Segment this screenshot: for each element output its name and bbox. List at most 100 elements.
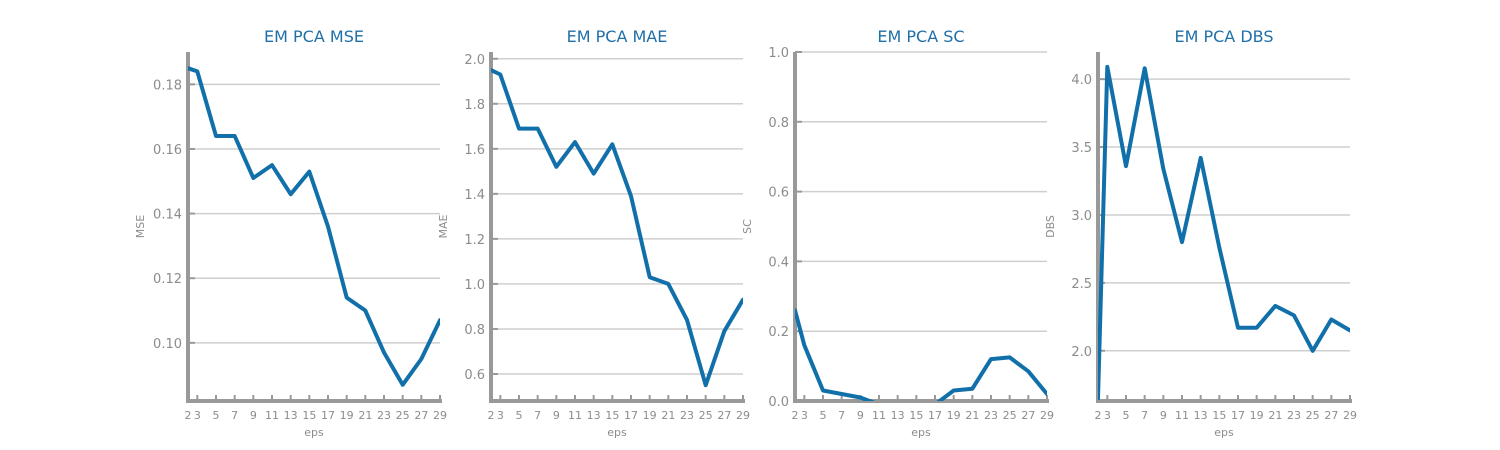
x-tick-label: 29 [1040,409,1054,422]
y-tick-label: 1.4 [464,188,485,203]
x-tick-label: 11 [265,409,279,422]
series-line [795,308,1047,401]
x-tick-label: 9 [1160,409,1167,422]
chart-panel-1: 0.100.120.140.160.182 3 5 7 9 11 13 15 17 19 21 23 2… [134,27,447,439]
series-line [188,66,440,387]
x-tick-label: 17 [321,409,335,422]
chart-title: EM PCA DBS [1174,27,1273,46]
y-tick-label: 2.0 [1071,345,1092,360]
x-tick-label: 27 [717,409,731,422]
x-tick-label: 15 [302,409,316,422]
x-tick-label: 21 [965,409,979,422]
y-tick-label: 2.5 [1071,277,1092,292]
x-tick-label: 3 [497,409,504,422]
y-axis-label: SC [741,219,754,234]
x-tick-label: 3 [194,409,201,422]
chart-panel-4: 2.02.53.03.54.02 3 5 7 9 11 13 15 17 19 21 23 25 27 29… [1044,27,1357,439]
x-tick-label: 9 [250,409,257,422]
x-tick-label: 25 [1003,409,1017,422]
x-tick-label: 17 [624,409,638,422]
y-tick-label: 0.0 [768,395,789,410]
x-tick-label: 9 [553,409,560,422]
y-tick-label: 1.0 [464,278,485,293]
y-tick-label: 3.0 [1071,209,1092,224]
x-axis-label: eps [607,426,627,439]
x-tick-label: 19 [340,409,354,422]
chart-title: EM PCA SC [877,27,964,46]
x-tick-label: 21 [661,409,675,422]
x-tick-label: 13 [891,409,905,422]
x-tick-label: 9 [857,409,864,422]
x-tick-label: 21 [358,409,372,422]
y-tick-label: 0.16 [153,143,182,158]
y-axis-label: MSE [134,215,147,238]
x-tick-label: 23 [1287,409,1301,422]
y-tick-label: 0.6 [768,186,789,201]
y-tick-label: 1.8 [464,98,485,113]
x-tick-label: 11 [1175,409,1189,422]
x-tick-label: 25 [699,409,713,422]
x-tick-label: 25 [1306,409,1320,422]
y-tick-label: 2.0 [464,53,485,68]
x-tick-label: 2 [792,409,799,422]
x-tick-label: 29 [1343,409,1357,422]
y-tick-label: 0.10 [153,337,182,352]
chart-panel-3: 0.00.20.40.60.81.02 3 5 7 9 11 13 15 17 19 21 23 25 2… [741,27,1054,439]
x-tick-label: 19 [947,409,961,422]
series-line [1098,64,1350,401]
x-tick-label: 2 [185,409,192,422]
x-tick-label: 15 [605,409,619,422]
x-tick-label: 13 [284,409,298,422]
x-tick-label: 3 [1104,409,1111,422]
x-tick-label: 15 [1212,409,1226,422]
x-tick-label: 11 [568,409,582,422]
x-tick-label: 23 [680,409,694,422]
x-tick-label: 2 [488,409,495,422]
y-tick-label: 0.18 [153,78,182,93]
x-tick-label: 19 [643,409,657,422]
x-tick-label: 27 [1324,409,1338,422]
x-tick-label: 27 [1021,409,1035,422]
chart-title: EM PCA MSE [264,27,364,46]
x-tick-label: 25 [396,409,410,422]
x-tick-label: 15 [909,409,923,422]
y-tick-label: 0.8 [464,323,485,338]
x-tick-label: 21 [1268,409,1282,422]
series-line [491,68,743,388]
y-axis-label: DBS [1044,215,1057,238]
x-tick-label: 27 [414,409,428,422]
y-axis-label: MAE [437,214,450,238]
y-tick-label: 0.8 [768,116,789,131]
chart-title: EM PCA MAE [567,27,668,46]
x-tick-label: 5 [820,409,827,422]
x-tick-label: 7 [838,409,845,422]
x-tick-label: 7 [534,409,541,422]
y-tick-label: 0.6 [464,368,485,383]
y-tick-label: 1.6 [464,143,485,158]
x-tick-label: 5 [516,409,523,422]
y-tick-label: 4.0 [1071,73,1092,88]
y-tick-label: 3.5 [1071,141,1092,156]
x-tick-label: 3 [801,409,808,422]
y-tick-label: 1.2 [464,233,485,248]
x-axis-label: eps [1214,426,1234,439]
x-tick-label: 23 [377,409,391,422]
x-tick-label: 29 [736,409,750,422]
x-tick-label: 19 [1250,409,1264,422]
x-tick-label: 5 [213,409,220,422]
chart-panel-2: 0.60.81.01.21.41.61.82.02 3 5 7 9 11 13 15 17 19 2… [437,27,750,439]
x-tick-label: 17 [1231,409,1245,422]
x-tick-label: 17 [928,409,942,422]
x-axis-label: eps [911,426,931,439]
x-tick-label: 11 [872,409,886,422]
x-axis-label: eps [304,426,324,439]
x-tick-label: 7 [1141,409,1148,422]
x-tick-label: 7 [231,409,238,422]
x-tick-label: 2 [1095,409,1102,422]
y-tick-label: 0.4 [768,255,789,270]
y-tick-label: 0.14 [153,208,182,223]
y-tick-label: 0.12 [153,272,182,287]
x-tick-label: 13 [1194,409,1208,422]
y-tick-label: 0.2 [768,325,789,340]
